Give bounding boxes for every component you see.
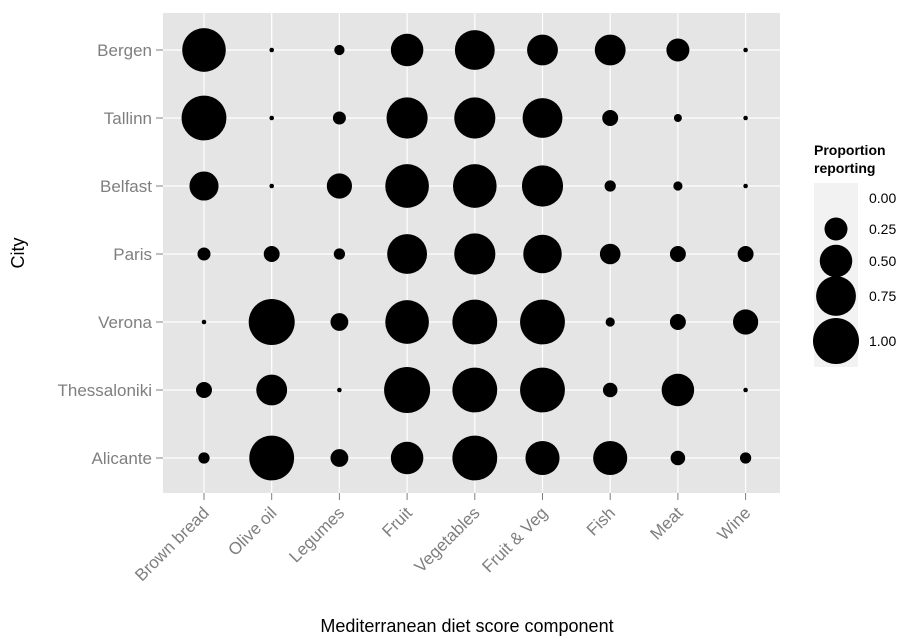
data-points <box>181 28 759 481</box>
point-verona-8 <box>733 309 759 335</box>
point-tallinn-4 <box>454 97 496 139</box>
point-belfast-8 <box>743 183 748 189</box>
point-thessaloniki-4 <box>452 367 498 413</box>
point-alicante-1 <box>249 435 295 481</box>
point-verona-5 <box>520 299 565 345</box>
point-tallinn-5 <box>522 98 563 138</box>
point-thessaloniki-0 <box>196 382 212 398</box>
point-alicante-2 <box>330 449 349 467</box>
point-verona-2 <box>330 313 349 331</box>
point-tallinn-2 <box>332 111 346 125</box>
legend-key-circle <box>824 217 848 241</box>
point-bergen-8 <box>743 47 748 53</box>
point-bergen-1 <box>269 47 275 53</box>
point-tallinn-0 <box>181 95 227 141</box>
y-tick-label: Thessaloniki <box>58 381 153 400</box>
point-belfast-1 <box>269 183 275 189</box>
x-tick-label: Meat <box>647 503 687 543</box>
legend-key-label: 0.50 <box>869 253 896 269</box>
point-bergen-6 <box>594 34 626 66</box>
point-thessaloniki-1 <box>256 374 288 406</box>
y-tick-label: Verona <box>98 313 152 332</box>
legend-title-line1: Proportion <box>814 142 886 158</box>
point-paris-1 <box>263 246 280 262</box>
x-tick-label: Fruit & Veg <box>478 503 551 576</box>
point-bergen-0 <box>182 28 226 72</box>
y-tick-label: Bergen <box>97 41 152 60</box>
point-thessaloniki-6 <box>602 382 618 398</box>
point-paris-2 <box>333 248 346 260</box>
point-bergen-3 <box>390 33 424 67</box>
legend-title-line2: reporting <box>814 160 875 176</box>
point-alicante-5 <box>525 440 560 476</box>
legend-key-circle <box>813 318 859 364</box>
point-alicante-8 <box>739 452 752 464</box>
point-thessaloniki-8 <box>743 387 748 393</box>
point-tallinn-8 <box>743 115 748 121</box>
point-paris-8 <box>737 246 754 262</box>
point-thessaloniki-3 <box>384 367 431 413</box>
y-tick-label: Paris <box>113 245 152 264</box>
x-tick-label: Olive oil <box>224 503 280 559</box>
point-alicante-7 <box>670 450 686 466</box>
point-alicante-0 <box>198 452 210 464</box>
x-tick-labels: Brown bread Olive oil Legumes FruitVegetabl… <box>131 493 754 585</box>
y-axis-title: City <box>8 238 28 269</box>
point-belfast-5 <box>521 165 564 207</box>
x-tick-label: Fish <box>583 503 619 539</box>
legend-key-label: 0.25 <box>869 221 896 237</box>
point-thessaloniki-5 <box>520 367 565 413</box>
y-tick-label: Belfast <box>100 177 152 196</box>
point-alicante-4 <box>452 435 498 481</box>
point-belfast-6 <box>604 180 616 192</box>
legend-key-circle <box>816 276 856 316</box>
point-belfast-3 <box>385 164 429 208</box>
x-tick-label: Brown bread <box>131 503 213 585</box>
point-bergen-5 <box>527 34 558 66</box>
point-thessaloniki-2 <box>337 387 342 393</box>
x-tick-label: Vegetables <box>411 503 484 576</box>
legend-key-label: 1.00 <box>869 333 896 349</box>
point-verona-6 <box>605 317 615 327</box>
point-tallinn-6 <box>602 110 619 126</box>
point-tallinn-7 <box>673 114 682 122</box>
point-paris-4 <box>454 233 496 275</box>
point-tallinn-1 <box>269 115 275 121</box>
point-paris-0 <box>197 247 211 261</box>
legend-key-label: 0.00 <box>869 190 896 206</box>
x-tick-label: Legumes <box>285 503 348 566</box>
point-tallinn-3 <box>386 97 428 139</box>
point-verona-4 <box>452 299 498 345</box>
point-verona-3 <box>385 300 429 344</box>
legend: Proportion reporting 0.00 0.25 0.50 0.75 1.0… <box>813 142 896 367</box>
point-bergen-4 <box>454 30 495 70</box>
point-belfast-4 <box>452 164 497 208</box>
point-bergen-2 <box>334 44 345 56</box>
x-tick-label: Wine <box>714 503 755 544</box>
y-tick-label: Tallinn <box>104 109 152 128</box>
point-paris-5 <box>523 234 562 274</box>
point-belfast-2 <box>326 173 352 199</box>
point-verona-1 <box>248 299 295 345</box>
point-belfast-7 <box>673 181 683 191</box>
point-paris-3 <box>387 234 428 274</box>
point-alicante-3 <box>390 441 424 475</box>
x-axis-title: Mediterranean diet score component <box>320 616 613 636</box>
y-tick-label: Alicante <box>92 449 152 468</box>
point-paris-7 <box>669 246 686 262</box>
point-verona-7 <box>669 314 686 330</box>
legend-key-label: 0.75 <box>869 288 896 304</box>
point-alicante-6 <box>593 440 628 476</box>
point-verona-0 <box>201 319 207 325</box>
point-paris-6 <box>599 243 621 265</box>
point-thessaloniki-7 <box>661 373 695 407</box>
point-belfast-0 <box>189 171 219 201</box>
y-tick-labels: Bergen Tallinn Belfast Paris Verona Thessalon… <box>58 41 163 468</box>
point-bergen-7 <box>666 38 690 62</box>
legend-key-circle <box>819 244 853 278</box>
x-tick-label: Fruit <box>378 503 416 541</box>
